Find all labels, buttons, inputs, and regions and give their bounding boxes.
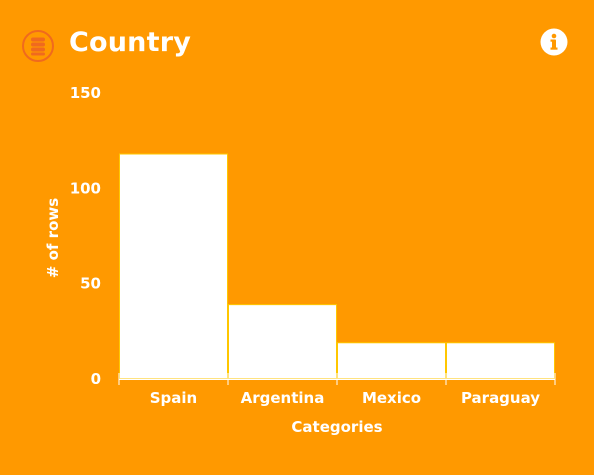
y-tick-label: 0 bbox=[91, 370, 101, 388]
bar-mexico[interactable] bbox=[337, 342, 446, 380]
bar-argentina[interactable] bbox=[228, 304, 337, 380]
x-tick-label: Argentina bbox=[241, 389, 325, 407]
bars bbox=[119, 153, 555, 380]
x-tick-label: Mexico bbox=[362, 389, 421, 407]
chart-title: Country bbox=[69, 27, 192, 58]
bar-chart: 0 50 100 150 Spain Argentina Mexico Paraguay #… bbox=[44, 84, 556, 436]
x-axis: Spain Argentina Mexico Paraguay bbox=[118, 373, 556, 407]
x-axis-label: Categories bbox=[291, 418, 382, 436]
info-icon[interactable] bbox=[540, 28, 568, 56]
x-tick-label: Paraguay bbox=[461, 389, 540, 407]
y-axis-label: # of rows bbox=[44, 198, 62, 278]
y-tick-label: 50 bbox=[80, 275, 101, 293]
database-icon bbox=[22, 30, 54, 62]
bar-paraguay[interactable] bbox=[446, 342, 555, 380]
chart-header: Country bbox=[0, 0, 594, 90]
bar-spain[interactable] bbox=[119, 153, 228, 380]
y-tick-label: 150 bbox=[70, 84, 101, 102]
y-axis-ticks: 0 50 100 150 bbox=[70, 84, 101, 388]
x-tick-label: Spain bbox=[150, 389, 197, 407]
y-tick-label: 100 bbox=[70, 179, 101, 197]
